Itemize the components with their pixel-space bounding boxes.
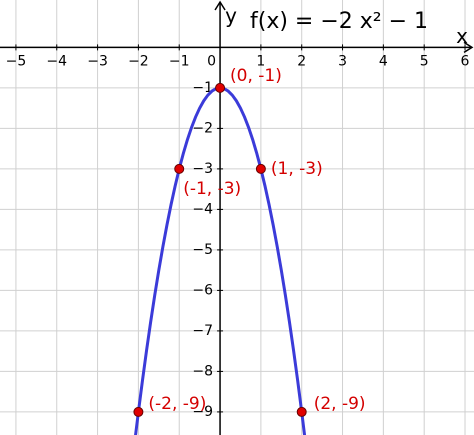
- y-tick-label: −3: [192, 161, 213, 177]
- y-tick-label: −2: [192, 120, 213, 136]
- y-tick-label: −4: [192, 201, 213, 217]
- y-tick-label: −8: [192, 363, 213, 379]
- x-tick-label: 4: [379, 53, 388, 69]
- x-tick-label: −1: [169, 53, 190, 69]
- y-tick-label: −7: [192, 323, 213, 339]
- point-label: (-2, -9): [148, 394, 206, 414]
- x-tick-label: −3: [87, 53, 108, 69]
- point: [255, 163, 266, 174]
- origin-label: 0: [207, 53, 216, 69]
- point-label: (2, -9): [314, 394, 366, 414]
- point-label: (-1, -3): [183, 179, 241, 199]
- x-tick-label: 6: [461, 53, 470, 69]
- y-tick-label: −5: [192, 242, 213, 258]
- y-tick-label: −6: [192, 282, 213, 298]
- x-axis-arrow: [463, 41, 474, 54]
- point: [215, 82, 226, 93]
- point: [296, 406, 307, 417]
- function-label: f(x) = −2 x² − 1: [250, 9, 428, 34]
- point: [133, 406, 144, 417]
- point-label: (0, -1): [230, 66, 282, 86]
- y-axis-label: y: [225, 4, 237, 28]
- x-tick-label: −5: [6, 53, 27, 69]
- point-label: (1, -3): [271, 159, 323, 179]
- x-tick-label: −4: [46, 53, 67, 69]
- x-tick-label: 2: [297, 53, 306, 69]
- x-tick-label: 5: [420, 53, 429, 69]
- y-axis-arrow: [214, 0, 226, 11]
- x-tick-label: 3: [338, 53, 347, 69]
- x-tick-label: 1: [256, 53, 265, 69]
- y-tick-label: −9: [192, 404, 213, 420]
- x-axis-label: x: [456, 24, 468, 48]
- x-tick-label: −2: [128, 53, 149, 69]
- point: [174, 163, 185, 174]
- y-tick-label: −1: [192, 80, 213, 96]
